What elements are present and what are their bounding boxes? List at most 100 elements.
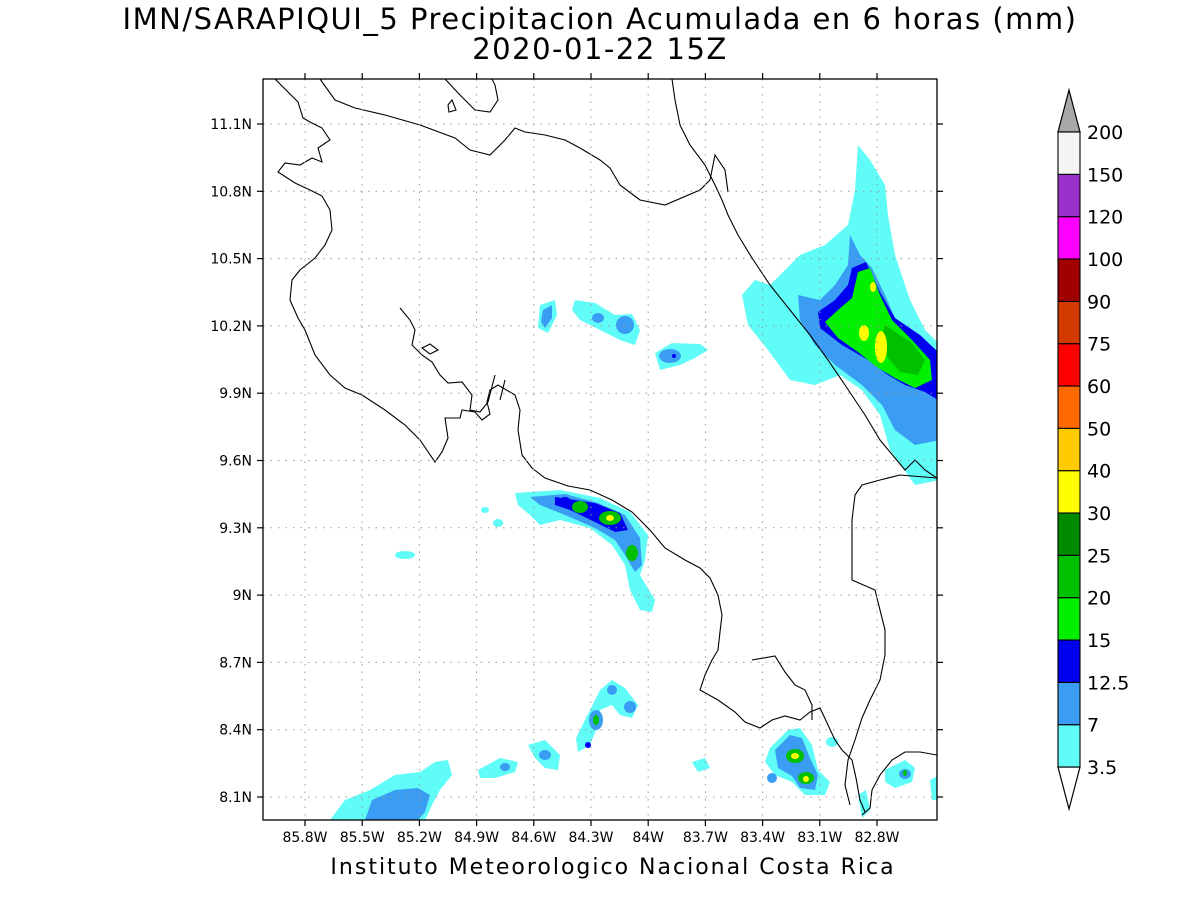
colorbar-over-arrow xyxy=(1057,87,1081,133)
colorbar-swatch xyxy=(1057,173,1081,218)
lat-tick-label: 10.5N xyxy=(210,252,252,268)
colorbar-swatch xyxy=(1057,554,1081,599)
precip-core-green xyxy=(626,545,638,561)
lat-tick-label: 11.1N xyxy=(210,117,252,133)
lon-tick-label: 85.2W xyxy=(397,830,442,846)
colorbar-swatch xyxy=(1057,512,1081,556)
lat-tick-label: 10.8N xyxy=(210,184,252,200)
precip-core-yellow xyxy=(803,776,809,782)
lat-tick-label: 9.9N xyxy=(219,386,252,402)
precip-core-yellow xyxy=(875,331,887,363)
precip-core-yellow xyxy=(791,753,799,759)
precip-contour-7 xyxy=(500,763,510,771)
colorbar-swatch xyxy=(1057,597,1081,641)
precip-core-blue xyxy=(560,497,570,503)
precip-contour-3-5 xyxy=(478,758,518,778)
precip-contour-7 xyxy=(539,750,551,760)
coastline-borders xyxy=(274,79,937,816)
precip-contour-12-5 xyxy=(585,742,591,748)
colorbar-swatch xyxy=(1057,724,1081,768)
lon-tick-label: 83.7W xyxy=(683,830,728,846)
colorbar-swatch xyxy=(1057,385,1081,429)
precip-contour-3-5 xyxy=(576,680,638,752)
colorbar-label: 60 xyxy=(1087,376,1111,398)
precip-core-green xyxy=(593,715,599,725)
lat-tick-label: 8.7N xyxy=(219,655,252,671)
precip-core-yellow xyxy=(870,282,876,292)
map-date-subtitle: 2020-01-22 15Z xyxy=(472,32,728,66)
colorbar-swatch xyxy=(1057,131,1081,175)
lon-tick-label: 85.5W xyxy=(340,830,385,846)
lon-tick-label: 84.3W xyxy=(568,830,613,846)
colorbar-label: 7 xyxy=(1087,715,1099,737)
lon-tick-label: 85.8W xyxy=(282,830,327,846)
panama-coast xyxy=(861,751,937,816)
caribbean-border xyxy=(319,79,729,206)
colorbar-label: 20 xyxy=(1087,588,1111,610)
nicaragua-lake-shore xyxy=(444,79,499,113)
lat-tick-label: 9.3N xyxy=(219,521,252,537)
precip-contour-3-5 xyxy=(930,776,937,800)
colorbar-swatch xyxy=(1057,343,1081,387)
map-frame xyxy=(262,78,938,821)
precip-contour-7 xyxy=(592,313,604,323)
lon-tick-label: 83.1W xyxy=(797,830,842,846)
lat-tick-label: 9N xyxy=(233,588,252,604)
precip-field-caribbean-north xyxy=(742,145,937,485)
colorbar-label: 90 xyxy=(1087,291,1111,313)
gulf-of-nicoya-coast xyxy=(399,307,496,413)
precip-contour-7 xyxy=(541,305,552,328)
precip-core-yellow xyxy=(606,515,614,521)
precip-field-panama-border xyxy=(765,728,937,818)
lon-tick-label: 83.4W xyxy=(740,830,785,846)
institution-footer: Instituto Meteorologico Nacional Costa R… xyxy=(330,855,896,880)
nicoya-island xyxy=(420,343,440,355)
precip-contour-3-5 xyxy=(493,519,503,527)
colorbar-label: 30 xyxy=(1087,503,1111,525)
precip-contour-7 xyxy=(624,701,636,713)
colorbar-swatch xyxy=(1057,300,1081,345)
precip-contour-7 xyxy=(659,349,681,363)
caribbean-coast xyxy=(671,79,937,479)
colorbar-label: 200 xyxy=(1087,122,1123,144)
lat-tick-label: 8.1N xyxy=(219,790,252,806)
nicaragua-pacific-coast xyxy=(274,79,866,813)
burica-peninsula xyxy=(751,655,813,720)
precip-field-southwest xyxy=(330,507,503,820)
precip-field-central-pacific xyxy=(538,300,708,370)
colorbar-label: 75 xyxy=(1087,334,1111,356)
lat-tick-label: 8.4N xyxy=(219,723,252,739)
colorbar-label: 50 xyxy=(1087,418,1111,440)
panama-border xyxy=(844,474,937,806)
colorbar-swatch xyxy=(1057,681,1081,726)
pacific-isthmus-notch xyxy=(499,379,506,401)
precip-contour-7 xyxy=(616,316,634,334)
precip-core-green xyxy=(903,770,907,776)
map-axes: 11.1N 10.8N 10.5N 10.2N 9.9N 9.6N 9.3N 9N 8.7N 8.… xyxy=(210,73,943,846)
colorbar-swatch xyxy=(1057,258,1081,302)
precip-contour-3-5 xyxy=(481,507,489,513)
colorbar-label: 3.5 xyxy=(1087,757,1117,779)
precip-core-green xyxy=(572,501,588,513)
lat-tick-label: 10.2N xyxy=(210,319,252,335)
colorbar-label: 12.5 xyxy=(1087,672,1129,694)
colorbar-label: 120 xyxy=(1087,207,1123,229)
colorbar-swatch xyxy=(1057,470,1081,514)
lon-tick-label: 82.8W xyxy=(854,830,899,846)
colorbar-label: 100 xyxy=(1087,249,1123,271)
colorbar-swatch xyxy=(1057,427,1081,472)
colorbar-label: 25 xyxy=(1087,545,1111,567)
precip-contour-3-5 xyxy=(395,551,415,559)
map-title: IMN/SARAPIQUI_5 Precipitacion Acumulada … xyxy=(122,2,1078,36)
colorbar-swatch xyxy=(1057,216,1081,260)
precip-field-osa xyxy=(478,680,710,778)
precip-contour-7 xyxy=(767,773,777,783)
precip-contour-20 xyxy=(880,325,925,375)
precip-contour-7 xyxy=(607,685,617,695)
colorbar-label: 40 xyxy=(1087,461,1111,483)
precip-core-yellow xyxy=(859,325,869,341)
precip-contour-12-5 xyxy=(672,354,676,358)
colorbar-swatch xyxy=(1057,639,1081,683)
